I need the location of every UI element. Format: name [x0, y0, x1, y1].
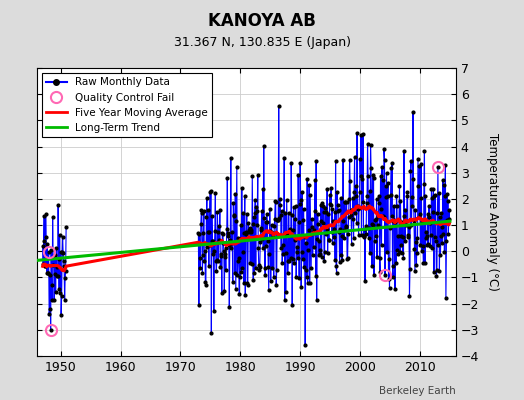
Y-axis label: Temperature Anomaly (°C): Temperature Anomaly (°C)	[486, 133, 498, 291]
Text: KANOYA AB: KANOYA AB	[208, 12, 316, 30]
Text: 31.367 N, 130.835 E (Japan): 31.367 N, 130.835 E (Japan)	[173, 36, 351, 49]
Legend: Raw Monthly Data, Quality Control Fail, Five Year Moving Average, Long-Term Tren: Raw Monthly Data, Quality Control Fail, …	[42, 73, 212, 137]
Text: Berkeley Earth: Berkeley Earth	[379, 386, 456, 396]
